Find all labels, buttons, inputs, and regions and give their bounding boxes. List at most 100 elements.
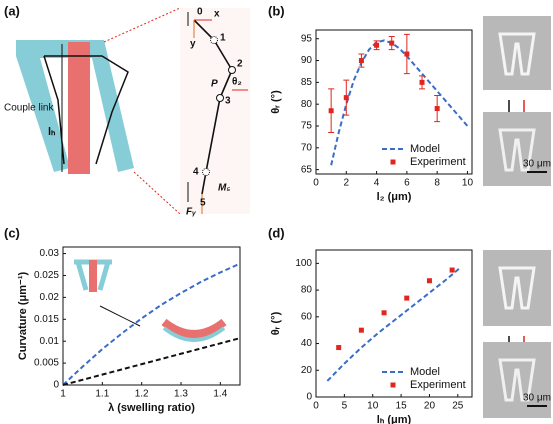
legend-label: Model: [410, 366, 440, 378]
data-point: [358, 58, 364, 64]
x-axis-label: l₂ (μm): [377, 191, 412, 203]
inset-shape: [89, 260, 97, 292]
gripper-image: [498, 358, 536, 402]
micrographs: 30 μm 30 μm: [483, 16, 551, 418]
y-axis-label: θᵣ (°): [270, 90, 282, 114]
data-point: [434, 106, 440, 112]
x-tick-label: 4: [374, 178, 380, 189]
zoom-line: [103, 7, 181, 43]
y-tick-label: 0.01: [40, 336, 60, 347]
gripper-diagram: lₕ Couple link 0 x y 1 2 P θ₂ 3 4 5 M₅ F…: [4, 7, 250, 218]
micrograph: [483, 250, 551, 326]
model-curve: [330, 39, 469, 166]
label: 2: [237, 59, 243, 70]
link: [44, 55, 129, 165]
data-point: [381, 310, 387, 316]
inset-shape: [161, 318, 227, 338]
y-tick-label: 0.03: [40, 248, 60, 259]
x-tick-label: 15: [396, 401, 408, 412]
y-tick-label: 75: [301, 121, 313, 132]
joint: [202, 168, 210, 176]
y-tick-label: 80: [301, 99, 313, 110]
y-tick-label: 0.005: [34, 358, 59, 369]
joint: [210, 36, 218, 44]
x-tick-label: 1.1: [95, 389, 109, 400]
x-tick-label: 6: [404, 178, 410, 189]
dim-label: lₕ: [48, 126, 56, 138]
joint: [228, 66, 236, 74]
data-point: [374, 42, 380, 48]
x-tick-label: 8: [434, 178, 440, 189]
y-tick-label: 0: [53, 380, 59, 391]
x-tick-label: 25: [452, 401, 464, 412]
y-tick-label: 60: [301, 311, 313, 322]
model-curve: [62, 262, 241, 386]
panel-label: (d): [268, 225, 285, 240]
plot-frame: [315, 249, 473, 398]
scale-label: 30 μm: [523, 393, 551, 404]
gripper-image: [498, 32, 536, 76]
x-tick-label: 2: [344, 178, 350, 189]
label: θ₂: [232, 77, 242, 88]
data-point: [343, 95, 349, 101]
x-tick-label: 1.2: [135, 389, 149, 400]
zoom-line: [133, 171, 181, 215]
label: x: [214, 9, 220, 20]
label: y: [190, 39, 196, 50]
x-tick-label: 5: [342, 401, 348, 412]
panel-label: (c): [4, 225, 20, 240]
model-curve: [326, 266, 462, 382]
plot-frame: [62, 246, 241, 386]
label: 1: [220, 33, 226, 44]
x-tick-label: 0: [313, 178, 319, 189]
y-axis-label: θᵣ (°): [270, 311, 282, 335]
x-tick-label: 1.4: [213, 389, 227, 400]
y-tick-label: 0: [306, 392, 312, 403]
data-point: [404, 295, 410, 301]
y-tick-label: 80: [301, 285, 313, 296]
callout: Couple link: [4, 103, 54, 114]
plot-frame: [315, 29, 473, 175]
data-point: [358, 327, 364, 333]
zoom-area: [180, 8, 250, 214]
x-tick-label: 1.3: [174, 389, 188, 400]
legend-swatch: [390, 159, 396, 165]
data-point: [426, 278, 432, 284]
x-tick-label: 10: [462, 178, 474, 189]
x-axis-label: lₕ (μm): [377, 414, 412, 424]
y-tick-label: 65: [301, 164, 313, 175]
scale-label: 30 μm: [523, 159, 551, 170]
cyan-frame: [16, 40, 134, 172]
legend-swatch: [390, 382, 396, 388]
gripper-image: [498, 266, 536, 310]
label: M₅: [218, 183, 230, 194]
micrograph: [483, 16, 551, 90]
data-point: [328, 108, 334, 114]
y-tick-label: 100: [295, 258, 312, 269]
joint: [216, 94, 224, 102]
data-point: [336, 345, 342, 351]
label: 5: [200, 198, 206, 209]
inset-shape: [162, 326, 226, 342]
y-tick-label: 0.025: [34, 270, 59, 281]
x-tick-label: 1: [60, 389, 66, 400]
red-bar: [68, 42, 90, 174]
y-tick-label: 85: [301, 77, 313, 88]
y-axis-label: Curvature (μm⁻¹): [17, 272, 29, 361]
model-curve: [62, 337, 241, 386]
micrograph: [483, 112, 551, 186]
y-tick-label: 0.02: [40, 292, 60, 303]
legend-label: Model: [410, 143, 440, 155]
x-tick-label: 10: [367, 401, 379, 412]
x-axis-label: λ (swelling ratio): [108, 402, 195, 414]
x-tick-label: 0: [313, 401, 319, 412]
pointer: [99, 305, 141, 327]
label: Fᵧ: [186, 207, 196, 218]
y-tick-label: 90: [301, 55, 313, 66]
y-tick-label: 20: [301, 365, 313, 376]
y-tick-label: 0.015: [34, 314, 59, 325]
label: 4: [193, 167, 199, 178]
panel-label: (a): [4, 3, 20, 18]
gripper-image: [498, 128, 536, 172]
